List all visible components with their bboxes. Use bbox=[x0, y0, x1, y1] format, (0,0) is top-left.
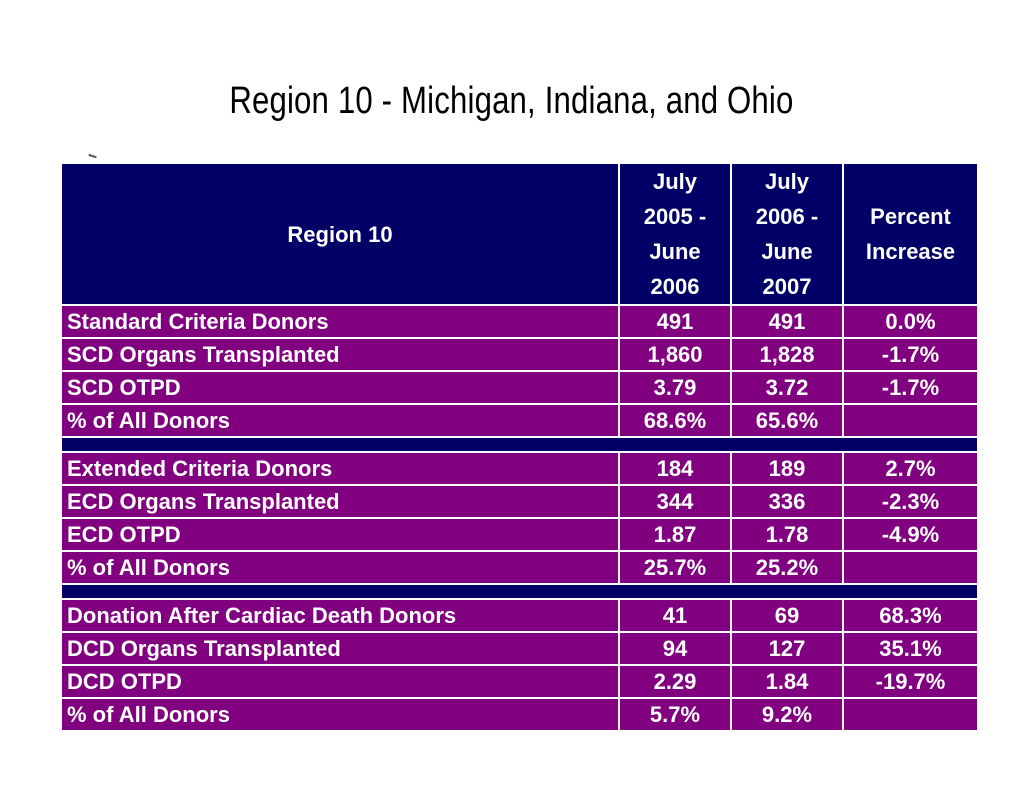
header-line: Percent bbox=[870, 204, 951, 229]
value-2006-2007: 189 bbox=[730, 451, 844, 486]
header-line: June bbox=[761, 239, 813, 264]
table-row: SCD Organs Transplanted 1,860 1,828 -1.7% bbox=[60, 337, 979, 372]
row-label: ECD OTPD bbox=[60, 517, 620, 552]
value-2006-2007: 9.2% bbox=[730, 697, 844, 732]
row-label: SCD Organs Transplanted bbox=[60, 337, 620, 372]
section-divider-cell bbox=[60, 436, 979, 453]
percent-increase: -4.9% bbox=[842, 517, 979, 552]
value-2006-2007: 127 bbox=[730, 631, 844, 666]
percent-increase: 2.7% bbox=[842, 451, 979, 486]
row-label: % of All Donors bbox=[60, 697, 620, 732]
table-row: % of All Donors 68.6% 65.6% bbox=[60, 403, 979, 438]
table-row: Extended Criteria Donors 184 189 2.7% bbox=[60, 451, 979, 486]
value-2006-2007: 1.84 bbox=[730, 664, 844, 699]
row-label: DCD Organs Transplanted bbox=[60, 631, 620, 666]
table-row: ECD OTPD 1.87 1.78 -4.9% bbox=[60, 517, 979, 552]
row-label: ECD Organs Transplanted bbox=[60, 484, 620, 519]
row-label: Donation After Cardiac Death Donors bbox=[60, 598, 620, 633]
header-line: 2005 - bbox=[643, 204, 707, 229]
row-label: SCD OTPD bbox=[60, 370, 620, 405]
value-2005-2006: 1.87 bbox=[618, 517, 732, 552]
percent-increase: 35.1% bbox=[842, 631, 979, 666]
value-2005-2006: 94 bbox=[618, 631, 732, 666]
percent-increase: -19.7% bbox=[842, 664, 979, 699]
value-2005-2006: 184 bbox=[618, 451, 732, 486]
value-2005-2006: 3.79 bbox=[618, 370, 732, 405]
header-period-2006-2007: July 2006 - June 2007 bbox=[730, 162, 844, 306]
percent-increase: 0.0% bbox=[842, 304, 979, 339]
value-2006-2007: 1,828 bbox=[730, 337, 844, 372]
header-line: June bbox=[649, 239, 701, 264]
percent-increase: -1.7% bbox=[842, 370, 979, 405]
value-2006-2007: 69 bbox=[730, 598, 844, 633]
table-row: SCD OTPD 3.79 3.72 -1.7% bbox=[60, 370, 979, 405]
table-row: ECD Organs Transplanted 344 336 -2.3% bbox=[60, 484, 979, 519]
value-2006-2007: 336 bbox=[730, 484, 844, 519]
value-2005-2006: 2.29 bbox=[618, 664, 732, 699]
percent-increase bbox=[842, 403, 979, 438]
value-2005-2006: 1,860 bbox=[618, 337, 732, 372]
percent-increase: -2.3% bbox=[842, 484, 979, 519]
value-2006-2007: 25.2% bbox=[730, 550, 844, 585]
header-row: Region 10 July 2005 - June 2006 July 200… bbox=[60, 162, 979, 306]
header-line: Increase bbox=[865, 239, 956, 264]
header-line: 2006 - bbox=[755, 204, 819, 229]
percent-increase: -1.7% bbox=[842, 337, 979, 372]
value-2006-2007: 491 bbox=[730, 304, 844, 339]
row-label: DCD OTPD bbox=[60, 664, 620, 699]
row-label: Extended Criteria Donors bbox=[60, 451, 620, 486]
header-line: 2006 bbox=[650, 274, 700, 299]
value-2005-2006: 25.7% bbox=[618, 550, 732, 585]
value-2005-2006: 41 bbox=[618, 598, 732, 633]
percent-increase bbox=[842, 550, 979, 585]
header-percent-increase: Percent Increase bbox=[842, 162, 979, 306]
row-label: % of All Donors bbox=[60, 550, 620, 585]
section-divider bbox=[60, 436, 979, 453]
value-2006-2007: 3.72 bbox=[730, 370, 844, 405]
row-label: % of All Donors bbox=[60, 403, 620, 438]
header-line: 2007 bbox=[762, 274, 812, 299]
table-row: Donation After Cardiac Death Donors 41 69 6… bbox=[60, 598, 979, 633]
table-row: DCD OTPD 2.29 1.84 -19.7% bbox=[60, 664, 979, 699]
header-region: Region 10 bbox=[60, 162, 620, 306]
header-line: July bbox=[764, 169, 810, 194]
header-period-2005-2006: July 2005 - June 2006 bbox=[618, 162, 732, 306]
value-2005-2006: 68.6% bbox=[618, 403, 732, 438]
row-label: Standard Criteria Donors bbox=[60, 304, 620, 339]
section-divider bbox=[60, 583, 979, 600]
table-row: % of All Donors 5.7% 9.2% bbox=[60, 697, 979, 732]
table-row: DCD Organs Transplanted 94 127 35.1% bbox=[60, 631, 979, 666]
percent-increase bbox=[842, 697, 979, 732]
value-2006-2007: 1.78 bbox=[730, 517, 844, 552]
page-title: Region 10 - Michigan, Indiana, and Ohio bbox=[229, 80, 794, 122]
value-2005-2006: 5.7% bbox=[618, 697, 732, 732]
donor-statistics-table: Region 10 July 2005 - June 2006 July 200… bbox=[60, 162, 979, 732]
value-2005-2006: 344 bbox=[618, 484, 732, 519]
stray-mark bbox=[87, 153, 97, 163]
value-2005-2006: 491 bbox=[618, 304, 732, 339]
header-line: July bbox=[652, 169, 698, 194]
section-divider-cell bbox=[60, 583, 979, 600]
table-row: Standard Criteria Donors 491 491 0.0% bbox=[60, 304, 979, 339]
value-2006-2007: 65.6% bbox=[730, 403, 844, 438]
table-row: % of All Donors 25.7% 25.2% bbox=[60, 550, 979, 585]
percent-increase: 68.3% bbox=[842, 598, 979, 633]
